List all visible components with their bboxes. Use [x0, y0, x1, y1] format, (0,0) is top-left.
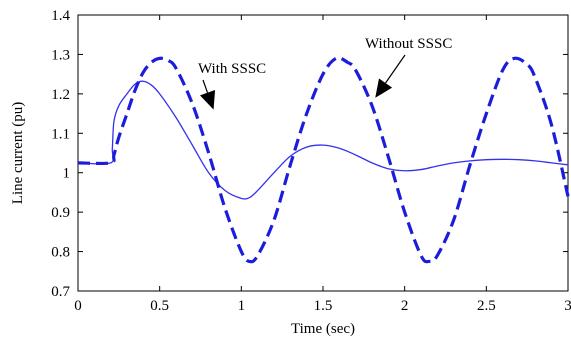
x-tick-label: 1.5: [314, 298, 333, 314]
y-tick-label: 1.3: [51, 47, 70, 63]
x-tick-label: 1: [238, 298, 246, 314]
x-axis-label: Time (sec): [291, 321, 355, 337]
annotation-arrowhead: [375, 78, 393, 98]
series-line-without-sssc: [77, 56, 570, 264]
annotation-arrowhead: [199, 89, 216, 110]
y-tick-label: 0.9: [51, 205, 70, 221]
y-tick-label: 0.7: [51, 284, 70, 300]
annotation-without-sssc: Without SSSC: [365, 36, 452, 52]
y-tick-label: 1.1: [51, 126, 70, 142]
annotation-arrow-shaft: [202, 79, 209, 93]
x-tick-label: 3: [564, 298, 571, 314]
annotation-layer: With SSSC Without SSSC: [198, 36, 452, 110]
series-line-with-sssc: [77, 80, 569, 200]
x-axis-ticks: 0 0.5 1 1.5 2 2.5 3: [74, 15, 571, 314]
x-tick-label: 0: [74, 298, 82, 314]
x-tick-label: 2.5: [477, 298, 496, 314]
y-tick-label: 1.2: [51, 87, 70, 103]
y-axis-label: Line current (pu): [10, 102, 26, 204]
y-axis-ticks: 0.7 0.8 0.9 1 1.1 1.2 1.3 1.4: [51, 8, 568, 300]
y-tick-label: 1: [63, 166, 71, 182]
y-tick-label: 0.8: [51, 245, 70, 261]
plot-area: [77, 14, 569, 292]
x-tick-label: 0.5: [150, 298, 169, 314]
annotation-arrow-shaft: [385, 54, 406, 84]
y-tick-label: 1.4: [51, 8, 70, 24]
x-tick-label: 2: [401, 298, 409, 314]
series-layer: [77, 56, 570, 264]
annotation-with-sssc: With SSSC: [198, 61, 266, 77]
